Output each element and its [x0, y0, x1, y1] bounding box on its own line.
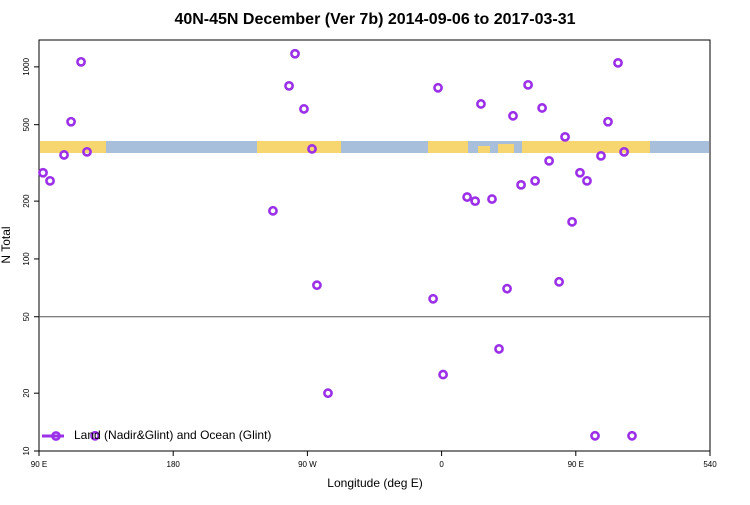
point — [38, 167, 48, 178]
x-axis-label: Longitude (deg E) — [327, 476, 422, 490]
y-tick-label: 50 — [22, 312, 31, 321]
x-tick-label: 180 — [167, 460, 181, 469]
point — [575, 167, 585, 178]
point — [596, 150, 606, 161]
chart-title: 40N-45N December (Ver 7b) 2014-09-06 to … — [174, 11, 575, 28]
point — [433, 82, 443, 93]
point — [462, 192, 472, 202]
point — [90, 430, 100, 441]
point — [487, 194, 497, 204]
land-ocean-strip — [40, 141, 709, 153]
point — [554, 276, 564, 287]
point — [312, 280, 322, 291]
point — [59, 150, 69, 160]
point — [590, 430, 600, 441]
y-tick-label: 1000 — [22, 57, 31, 75]
point — [560, 131, 570, 142]
x-tick-label: 90 W — [298, 460, 317, 469]
y-axis-label: N Total — [0, 226, 13, 263]
y-tick-label: 100 — [22, 252, 31, 266]
point — [494, 344, 504, 354]
point — [476, 99, 486, 109]
point — [66, 116, 76, 127]
legend-marker — [51, 431, 61, 441]
point — [627, 430, 637, 441]
point — [76, 56, 86, 67]
point — [567, 216, 577, 227]
point — [544, 155, 555, 166]
point — [537, 103, 548, 113]
y-tick-label: 20 — [22, 388, 31, 397]
x-tick-label: 0 — [439, 460, 444, 469]
y-tick-label: 500 — [22, 117, 31, 131]
point — [284, 80, 294, 91]
point — [530, 175, 540, 186]
point — [268, 205, 278, 216]
point — [619, 146, 630, 157]
point — [502, 283, 512, 294]
point — [603, 116, 613, 127]
point — [613, 57, 623, 68]
x-tick-label: 90 E — [31, 460, 47, 469]
legend-label: Land (Nadir&Glint) and Ocean (Glint) — [74, 428, 271, 442]
point — [323, 388, 333, 399]
point — [438, 369, 448, 380]
x-tick-label: 90 E — [568, 460, 584, 469]
point — [307, 144, 317, 154]
point — [508, 110, 518, 121]
y-tick-label: 200 — [22, 194, 31, 208]
point — [299, 104, 309, 114]
point — [470, 196, 481, 207]
point — [45, 175, 55, 186]
y-tick-label: 10 — [22, 446, 31, 455]
plot-frame — [38, 39, 711, 452]
point — [82, 146, 92, 157]
point — [523, 79, 533, 90]
x-tick-label: 540 — [703, 460, 717, 469]
point — [428, 293, 439, 304]
point — [516, 179, 526, 190]
point — [582, 175, 592, 186]
point — [290, 48, 300, 59]
